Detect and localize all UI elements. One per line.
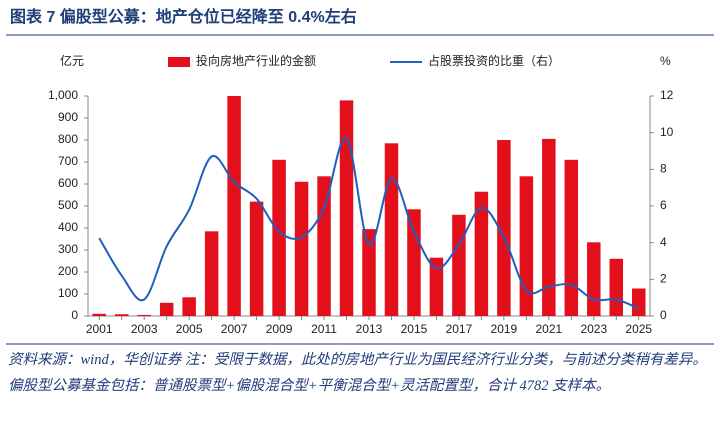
x-tick-label: 2025 — [625, 322, 652, 336]
y-tick-label: 700 — [58, 154, 78, 168]
legend-swatch — [168, 57, 190, 67]
y-tick-label: 0 — [71, 308, 78, 322]
bar — [632, 288, 646, 316]
bar — [497, 140, 511, 316]
line — [98, 137, 640, 310]
bar — [474, 191, 489, 316]
bar — [159, 302, 174, 316]
bar — [519, 176, 534, 316]
y-tick-label: 1,000 — [48, 88, 78, 102]
y2-tick-label: 2 — [660, 272, 667, 286]
y2-tick-label: 10 — [660, 125, 674, 139]
x-tick-label: 2021 — [535, 322, 562, 336]
chart: 图表 7 偏股型公募：地产仓位已经降至 0.4%左右 亿元 % 01002003… — [6, 7, 714, 345]
y2-unit: % — [660, 54, 671, 68]
y2-tick-label: 12 — [660, 88, 674, 102]
bar — [429, 257, 444, 316]
y2-tick-label: 4 — [660, 235, 667, 249]
y-tick-label: 300 — [58, 242, 78, 256]
bar — [564, 159, 579, 316]
y-tick-label: 200 — [58, 264, 78, 278]
bar — [542, 138, 556, 316]
bar — [384, 143, 399, 316]
bar — [407, 209, 421, 316]
bar — [272, 159, 286, 316]
x-tick-label: 2023 — [580, 322, 607, 336]
bar — [317, 176, 331, 316]
x-tick-label: 2011 — [311, 322, 337, 336]
x-tick-label: 2009 — [266, 322, 293, 336]
bar — [294, 181, 309, 316]
bar — [114, 314, 129, 316]
bar — [137, 314, 151, 316]
bar — [249, 201, 264, 316]
x-tick-label: 2013 — [356, 322, 383, 336]
bar — [587, 242, 601, 316]
y-tick-label: 500 — [58, 198, 78, 212]
bar — [182, 297, 196, 316]
bar — [227, 96, 241, 316]
x-tick-label: 2019 — [491, 322, 518, 336]
bar — [92, 313, 106, 316]
x-tick-label: 2005 — [176, 322, 203, 336]
legend-label: 占股票投资的比重（右） — [428, 53, 560, 68]
y-unit: 亿元 — [60, 53, 84, 68]
bar — [452, 214, 466, 316]
x-tick-label: 2007 — [221, 322, 248, 336]
y-tick-label: 800 — [58, 132, 78, 146]
x-tick-label: 2001 — [86, 322, 113, 336]
bar — [362, 229, 376, 316]
y2-tick-label: 8 — [660, 162, 667, 176]
x-tick-label: 2015 — [401, 322, 428, 336]
y-tick-label: 400 — [58, 220, 78, 234]
y-tick-label: 600 — [58, 176, 78, 190]
chart-title: 图表 7 偏股型公募：地产仓位已经降至 0.4%左右 — [10, 7, 357, 26]
x-tick-label: 2017 — [446, 322, 473, 336]
legend-label: 投向房地产行业的金额 — [196, 53, 316, 68]
y-tick-label: 900 — [58, 110, 78, 124]
bar — [339, 100, 354, 317]
bar — [204, 231, 219, 316]
source-note: 资料来源：wind，华创证券 注：受限于数据，此处的房地产行业为国民经济行业分类… — [8, 352, 707, 394]
bar — [609, 258, 624, 316]
y2-tick-label: 6 — [660, 198, 667, 212]
x-tick-label: 2003 — [131, 322, 158, 336]
y2-tick-label: 0 — [660, 308, 667, 322]
y-tick-label: 100 — [58, 286, 78, 300]
